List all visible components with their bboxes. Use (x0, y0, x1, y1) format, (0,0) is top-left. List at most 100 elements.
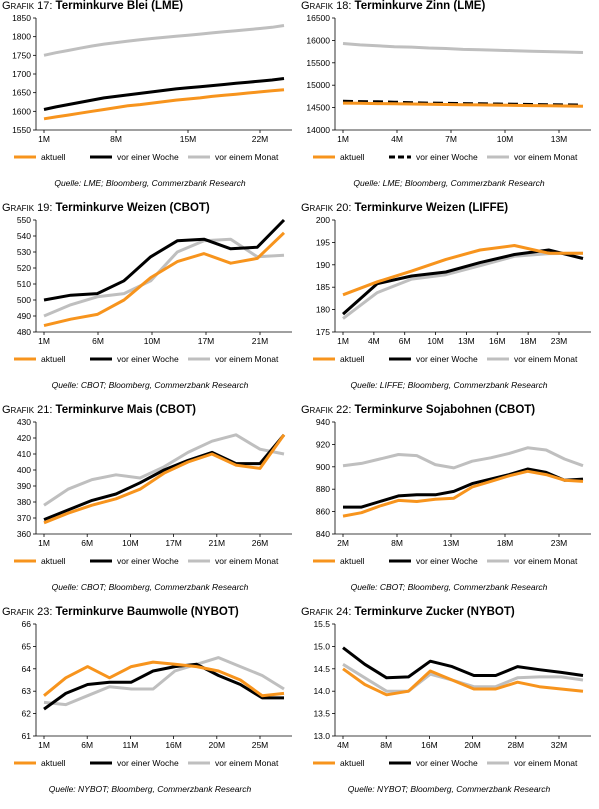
legend-label: vor einem Monat (215, 354, 279, 364)
legend-label: vor einem Monat (514, 354, 578, 364)
series-line-aktuell (43, 88, 285, 121)
y-tick-label: 64 (22, 664, 32, 674)
chart-name: Terminkurve Blei (LME) (55, 0, 184, 12)
x-tick-label: 16M (165, 740, 182, 750)
x-tick-label: 13M (443, 538, 460, 548)
source-note: Quelle: LME; Bloomberg, Commerzbank Rese… (54, 178, 246, 188)
y-tick-label: 1700 (12, 69, 31, 79)
legend-label: vor einer Woche (117, 758, 179, 768)
y-tick-label: 550 (17, 215, 31, 225)
y-tick-label: 860 (316, 507, 330, 517)
y-tick-label: 16000 (306, 35, 330, 45)
series-line-aktuell (342, 101, 584, 108)
chart-number: Grafik 21: (2, 404, 53, 416)
x-tick-label: 17M (165, 538, 182, 548)
x-tick-label: 18M (520, 336, 537, 346)
x-tick-label: 8M (391, 538, 403, 548)
x-tick-label: 10M (497, 134, 514, 144)
chart-title: Grafik 21: Terminkurve Mais (CBOT) (2, 404, 196, 416)
x-tick-label: 6M (81, 740, 93, 750)
y-tick-label: 1750 (12, 50, 31, 60)
line-chart: 13.0 13.5 14.0 14.5 15.0 15.5 4M 8M 16M 20M 28M 32M… (313, 619, 591, 768)
x-tick-label: 20M (464, 740, 481, 750)
y-tick-label: 520 (17, 263, 31, 273)
chart-title: Grafik 23: Terminkurve Baumwolle (NYBOT) (2, 606, 239, 618)
y-tick-label: 15.5 (313, 619, 330, 629)
x-tick-label: 18M (497, 538, 514, 548)
y-tick-label: 180 (316, 305, 330, 315)
y-tick-label: 14.0 (313, 686, 330, 696)
chart-number: Grafik 22: (301, 404, 352, 416)
x-tick-label: 11M (122, 740, 138, 750)
legend-label: aktuell (340, 354, 365, 364)
line-chart: 14000 14500 15000 15500 16000 16500 1M 4M 7M 10M 1… (306, 13, 591, 162)
chart-name: Terminkurve Weizen (LIFFE) (354, 202, 509, 214)
legend-label: aktuell (41, 758, 66, 768)
series-line-vor-einem-monat (342, 446, 584, 470)
y-tick-label: 66 (22, 619, 32, 629)
x-tick-label: 25M (252, 740, 269, 750)
series-line-vor-einer-woche (43, 77, 285, 111)
x-tick-label: 10M (144, 336, 161, 346)
legend-label: vor einer Woche (416, 556, 478, 566)
chart-panel-4: Grafik 20: Terminkurve Weizen (LIFFE) 175… (299, 202, 599, 404)
x-tick-label: 13M (458, 336, 475, 346)
source-note: Quelle: LME; Bloomberg, Commerzbank Rese… (353, 178, 545, 188)
x-tick-label: 2M (337, 538, 349, 548)
legend-label: vor einem Monat (514, 556, 578, 566)
legend-label: vor einem Monat (215, 758, 279, 768)
series-line-aktuell (342, 469, 584, 518)
x-tick-label: 26M (252, 538, 269, 548)
y-tick-label: 370 (17, 513, 31, 523)
legend-label: aktuell (340, 758, 365, 768)
x-tick-label: 6M (399, 336, 411, 346)
legend-label: aktuell (340, 556, 365, 566)
y-tick-label: 1600 (12, 106, 31, 116)
chart-name: Terminkurve Sojabohnen (CBOT) (354, 404, 536, 416)
chart-number: Grafik 24: (301, 606, 352, 618)
chart-number: Grafik 19: (2, 202, 53, 214)
y-tick-label: 380 (17, 497, 31, 507)
source-note: Quelle: NYBOT; Bloomberg, Commerzbank Re… (347, 784, 551, 794)
y-tick-label: 1650 (12, 88, 31, 98)
legend-label: vor einer Woche (117, 354, 179, 364)
series-line-vor-einem-monat (43, 433, 285, 507)
x-tick-label: 1M (337, 336, 349, 346)
chart-panel-2: Grafik 18: Terminkurve Zinn (LME) 14000 14… (299, 0, 599, 202)
chart-number: Grafik 20: (301, 202, 352, 214)
series-line-aktuell (43, 660, 285, 698)
series-line-vor-einer-woche (342, 646, 584, 680)
x-tick-label: 1M (38, 538, 50, 548)
legend-label: vor einem Monat (215, 152, 279, 162)
y-tick-label: 63 (22, 686, 32, 696)
x-tick-label: 6M (81, 538, 93, 548)
x-tick-label: 22M (252, 134, 269, 144)
y-tick-label: 175 (316, 327, 330, 337)
x-tick-label: 21M (252, 336, 269, 346)
y-tick-label: 360 (17, 529, 31, 539)
x-tick-label: 1M (38, 134, 50, 144)
chart-title: Grafik 18: Terminkurve Zinn (LME) (301, 0, 485, 12)
chart-panel-5: Grafik 21: Terminkurve Mais (CBOT) 360 370… (0, 404, 300, 606)
x-tick-label: 1M (337, 134, 349, 144)
legend-label: vor einer Woche (416, 758, 478, 768)
y-tick-label: 510 (17, 279, 31, 289)
x-tick-label: 23M (551, 538, 568, 548)
chart-panel-6: Grafik 22: Terminkurve Sojabohnen (CBOT)… (299, 404, 599, 606)
y-tick-label: 540 (17, 231, 31, 241)
y-tick-label: 500 (17, 295, 31, 305)
chart-name: Terminkurve Baumwolle (NYBOT) (55, 606, 239, 618)
line-chart: 480 490 500 510 520 530 540 550 1M 6M 10M 17M 21M akt… (14, 215, 292, 364)
legend-label: vor einem Monat (215, 556, 279, 566)
y-tick-label: 13.5 (313, 709, 330, 719)
line-chart: 61 62 63 64 65 66 1M 6M 11M 16M 20M 25M aktuell vor e… (14, 619, 292, 768)
y-tick-label: 185 (316, 282, 330, 292)
y-tick-label: 1550 (12, 125, 31, 135)
legend-label: vor einer Woche (117, 152, 179, 162)
series-line-vor-einem-monat (43, 656, 285, 707)
y-tick-label: 1800 (12, 32, 31, 42)
x-tick-label: 32M (551, 740, 568, 750)
x-tick-label: 4M (391, 134, 403, 144)
x-tick-label: 10M (427, 336, 444, 346)
legend-label: vor einem Monat (514, 758, 578, 768)
